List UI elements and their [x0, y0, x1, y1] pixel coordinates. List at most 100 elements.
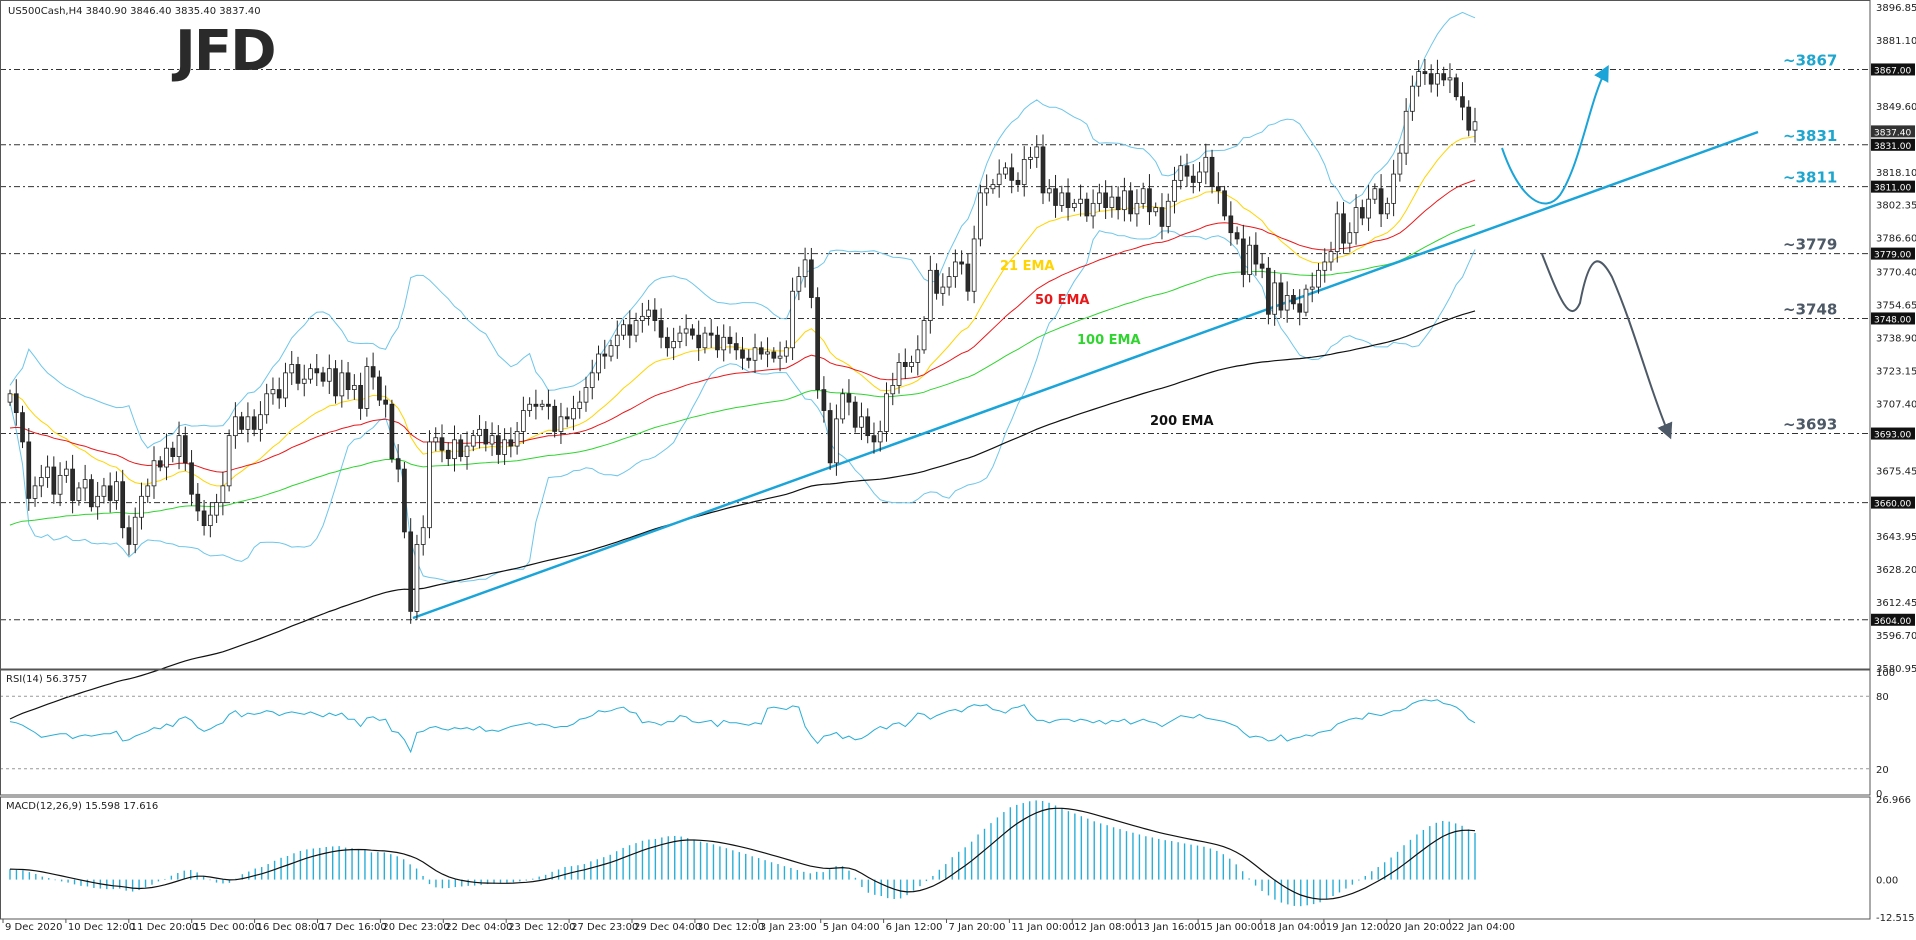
candle [1184, 153, 1190, 187]
candle [95, 481, 100, 520]
candle-body [1097, 192, 1102, 204]
candle [139, 482, 144, 530]
candle [483, 421, 489, 452]
ema-label: 50 EMA [1035, 293, 1090, 308]
candle-body [627, 324, 633, 336]
candle-body [233, 416, 238, 437]
candle-body [721, 336, 727, 351]
candle-body [521, 410, 526, 432]
candle [7, 389, 13, 406]
candle [514, 421, 520, 455]
candle-body [852, 401, 858, 428]
candle-body [765, 351, 770, 355]
candle-body [683, 328, 689, 334]
candle [1028, 146, 1033, 169]
candle [752, 333, 758, 373]
candle [26, 428, 32, 511]
candle-body [927, 269, 933, 321]
candle-body [514, 431, 520, 447]
candle-body [1291, 295, 1296, 305]
candle-body [1165, 200, 1171, 227]
candle [1334, 201, 1340, 263]
candle [1071, 198, 1077, 212]
price-tick-label: 3612.45 [1876, 598, 1916, 609]
candle-body [389, 403, 395, 460]
candle-body [1385, 202, 1390, 215]
candle [1366, 184, 1371, 231]
candle [445, 442, 451, 466]
candle-body [1303, 288, 1309, 313]
candle-body [990, 184, 996, 190]
price-tick-label: 3818.10 [1876, 168, 1916, 179]
candle-body [834, 418, 839, 464]
candle [1385, 197, 1390, 220]
candle-body [796, 276, 802, 292]
candle-body [965, 263, 971, 292]
candle [915, 335, 921, 376]
candle [821, 376, 827, 423]
candle-body [283, 372, 288, 399]
candle-body [452, 439, 457, 460]
candle [1441, 66, 1447, 87]
candle [370, 352, 376, 390]
candle [1178, 155, 1184, 190]
candle [508, 427, 514, 458]
candle-body [1435, 73, 1440, 85]
candle [1284, 281, 1290, 323]
candle-body [301, 378, 307, 384]
candle [1466, 100, 1472, 137]
candle [464, 431, 470, 470]
candle-body [946, 276, 952, 288]
candle-body [95, 495, 100, 508]
ema-label: 21 EMA [1000, 259, 1055, 274]
candle-body [345, 372, 351, 391]
time-tick-label: 15 Jan 00:00 [1200, 922, 1263, 933]
candle [996, 159, 1002, 198]
candle [865, 408, 871, 444]
level-price-label: 3867.00 [1874, 66, 1911, 76]
candle [20, 405, 25, 449]
time-tick-label: 16 Dec 08:00 [257, 922, 324, 933]
candle-body [201, 510, 207, 527]
price-tick-label: 3896.85 [1876, 3, 1916, 14]
candle-body [64, 468, 69, 476]
price-tick-label: 3628.20 [1876, 565, 1916, 576]
candle [489, 422, 495, 456]
candle-body [821, 389, 827, 411]
candle [665, 327, 670, 357]
candle [946, 267, 952, 296]
price-tick-label: 3849.60 [1876, 102, 1916, 113]
price-tick-label: 3738.90 [1876, 334, 1916, 345]
candle-body [809, 259, 814, 298]
candle [571, 395, 576, 431]
candle-body [132, 516, 138, 545]
candle [1078, 184, 1083, 217]
candle [76, 482, 82, 506]
candle-body [1447, 77, 1453, 81]
candle-body [1391, 173, 1396, 204]
candle [1090, 189, 1096, 229]
candle-body [289, 364, 295, 374]
candle [696, 320, 702, 361]
candle [45, 455, 50, 488]
candle [690, 324, 695, 340]
candle-body [802, 259, 808, 278]
candle [1410, 75, 1415, 121]
candle [671, 327, 676, 361]
ema-200-line [9, 310, 1476, 720]
rsi-tick-label: 100 [1876, 668, 1895, 679]
candle-body [971, 238, 977, 292]
time-tick-label: 15 Dec 00:00 [194, 922, 261, 933]
candle [345, 361, 351, 400]
candle [64, 460, 69, 483]
candle [1128, 182, 1134, 222]
candle [164, 433, 169, 481]
candle [32, 476, 38, 507]
candle-body [364, 366, 370, 409]
candle [990, 178, 996, 194]
candle-body [984, 188, 990, 194]
time-tick-label: 29 Dec 04:00 [634, 922, 701, 933]
rsi-line [9, 699, 1476, 754]
time-tick-label: 22 Jan 04:00 [1452, 922, 1515, 933]
